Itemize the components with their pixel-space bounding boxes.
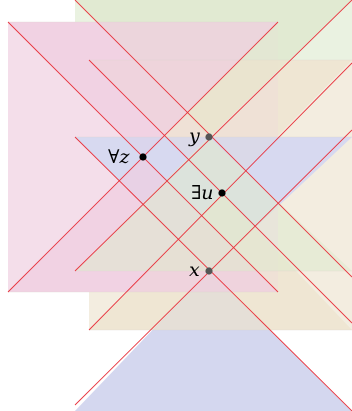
label-exists-u: ∃u [191, 182, 214, 204]
cone-line-y-b [74, 0, 352, 272]
point-y [205, 133, 213, 141]
band-edges [8, 21, 352, 331]
pink-wedge-left [8, 22, 278, 157]
cone-line-x-b [74, 129, 352, 406]
blue-wedge-bottom [75, 271, 352, 411]
point-labels: ∀z ∃u y x [108, 125, 214, 281]
point-forall-z [139, 153, 147, 161]
point-x [205, 267, 213, 275]
cone-line-u-b [88, 62, 352, 331]
point-exists-u [218, 189, 226, 197]
label-y: y [188, 125, 200, 147]
cone-line-x-a [74, 136, 352, 411]
label-x: x [189, 259, 200, 281]
cone-line-y-a [74, 0, 352, 278]
event-points [139, 133, 226, 275]
label-forall-z: ∀z [108, 146, 130, 168]
